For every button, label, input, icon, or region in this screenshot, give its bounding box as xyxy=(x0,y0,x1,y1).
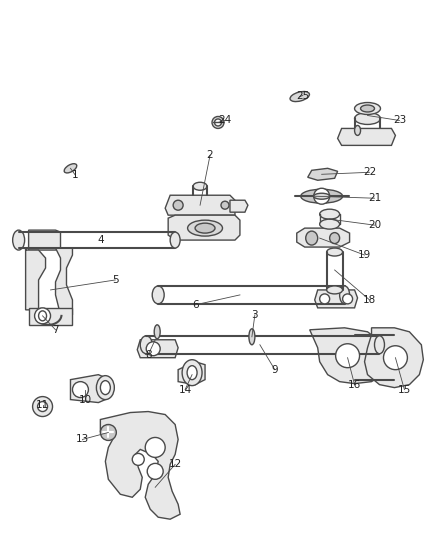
Text: 16: 16 xyxy=(348,379,361,390)
Ellipse shape xyxy=(374,336,385,354)
Text: 19: 19 xyxy=(358,250,371,260)
Circle shape xyxy=(38,401,48,411)
Polygon shape xyxy=(71,375,106,402)
Polygon shape xyxy=(230,200,248,212)
Ellipse shape xyxy=(314,193,330,199)
Ellipse shape xyxy=(355,112,381,124)
Ellipse shape xyxy=(152,286,164,304)
Text: 12: 12 xyxy=(169,459,182,470)
Text: 25: 25 xyxy=(296,91,309,101)
Ellipse shape xyxy=(306,231,318,245)
Ellipse shape xyxy=(154,325,160,339)
Ellipse shape xyxy=(320,209,339,219)
Ellipse shape xyxy=(290,92,309,102)
Text: 15: 15 xyxy=(398,385,411,394)
Ellipse shape xyxy=(187,220,223,236)
Ellipse shape xyxy=(96,376,114,400)
Ellipse shape xyxy=(39,311,46,321)
Ellipse shape xyxy=(355,125,360,135)
Polygon shape xyxy=(56,248,72,315)
Polygon shape xyxy=(314,290,357,308)
Polygon shape xyxy=(137,340,178,358)
Text: 21: 21 xyxy=(368,193,381,203)
Polygon shape xyxy=(364,328,424,387)
Text: 14: 14 xyxy=(178,385,192,394)
Text: 11: 11 xyxy=(36,400,49,409)
Text: 9: 9 xyxy=(272,365,278,375)
Text: 10: 10 xyxy=(79,394,92,405)
Ellipse shape xyxy=(327,248,343,256)
Polygon shape xyxy=(100,411,180,519)
Polygon shape xyxy=(28,230,60,250)
Text: 24: 24 xyxy=(219,116,232,125)
Ellipse shape xyxy=(355,102,381,115)
Circle shape xyxy=(132,454,144,465)
Ellipse shape xyxy=(195,223,215,233)
Ellipse shape xyxy=(301,189,343,203)
Circle shape xyxy=(343,294,353,304)
Ellipse shape xyxy=(100,381,110,394)
Polygon shape xyxy=(165,195,235,215)
Text: 13: 13 xyxy=(76,434,89,445)
Circle shape xyxy=(221,201,229,209)
Text: 8: 8 xyxy=(145,350,152,360)
Ellipse shape xyxy=(170,232,180,248)
Ellipse shape xyxy=(339,286,350,304)
Circle shape xyxy=(100,424,117,440)
Circle shape xyxy=(384,346,407,370)
Polygon shape xyxy=(338,128,396,146)
Text: 1: 1 xyxy=(72,170,79,180)
Polygon shape xyxy=(28,308,72,325)
Ellipse shape xyxy=(182,360,202,385)
Polygon shape xyxy=(308,168,338,180)
Polygon shape xyxy=(25,248,46,310)
Ellipse shape xyxy=(193,182,207,190)
Circle shape xyxy=(32,397,53,416)
Circle shape xyxy=(173,200,183,210)
Ellipse shape xyxy=(215,119,222,126)
Text: 3: 3 xyxy=(251,310,258,320)
Ellipse shape xyxy=(327,286,343,294)
Ellipse shape xyxy=(320,219,339,229)
Ellipse shape xyxy=(13,230,25,250)
Ellipse shape xyxy=(140,336,152,354)
Text: 7: 7 xyxy=(52,325,59,335)
Text: 20: 20 xyxy=(368,220,381,230)
Polygon shape xyxy=(297,228,350,247)
Circle shape xyxy=(145,438,165,457)
Text: 5: 5 xyxy=(112,275,119,285)
Circle shape xyxy=(147,463,163,479)
Text: 18: 18 xyxy=(363,295,376,305)
Circle shape xyxy=(336,344,360,368)
Circle shape xyxy=(35,308,50,324)
Circle shape xyxy=(320,294,330,304)
Text: 23: 23 xyxy=(393,116,406,125)
Ellipse shape xyxy=(360,105,374,112)
Polygon shape xyxy=(310,328,388,384)
Text: 22: 22 xyxy=(363,167,376,177)
Polygon shape xyxy=(168,215,240,240)
Ellipse shape xyxy=(330,232,339,244)
Text: 2: 2 xyxy=(207,150,213,160)
Ellipse shape xyxy=(64,164,77,173)
Circle shape xyxy=(146,342,160,356)
Circle shape xyxy=(72,382,88,398)
Ellipse shape xyxy=(249,329,255,345)
Ellipse shape xyxy=(187,366,197,379)
Text: 4: 4 xyxy=(97,235,104,245)
Ellipse shape xyxy=(212,117,224,128)
Circle shape xyxy=(314,188,330,204)
Text: 6: 6 xyxy=(192,300,198,310)
Polygon shape xyxy=(178,362,205,385)
